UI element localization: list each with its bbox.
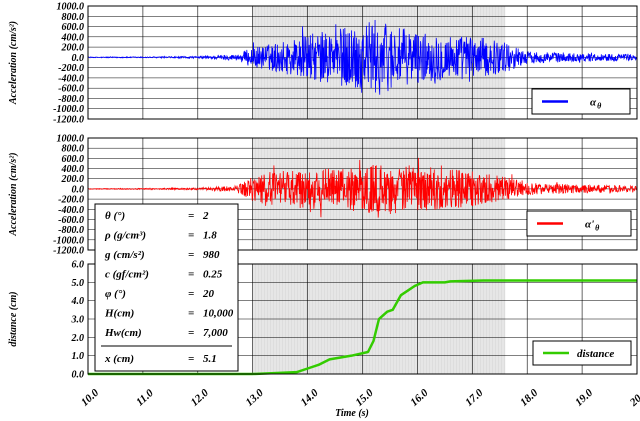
plot-frame bbox=[87, 263, 638, 375]
x-axis-label: Time (s) bbox=[335, 408, 369, 419]
x-tick-label: 16.0 bbox=[408, 387, 431, 409]
plot-frame bbox=[87, 137, 638, 251]
x-tick-label: 17.0 bbox=[463, 387, 486, 409]
parameter-equals: = bbox=[188, 210, 194, 222]
y-tick-label: 0.0 bbox=[72, 370, 85, 381]
x-tick-label: 12.0 bbox=[189, 387, 212, 409]
x-tick-label: 13.0 bbox=[244, 387, 267, 409]
y-tick-label: -400.0 bbox=[58, 205, 84, 216]
y-axis-label: Acceleration (cm/s²) bbox=[8, 152, 19, 236]
y-tick-label: 800.0 bbox=[62, 144, 85, 155]
y-tick-label: 1000.0 bbox=[57, 2, 85, 13]
parameter-value: 2 bbox=[202, 210, 209, 222]
y-tick-label: -800.0 bbox=[58, 94, 84, 105]
x-tick-label: 19.0 bbox=[573, 387, 596, 409]
plot-frame bbox=[87, 5, 638, 120]
y-tick-label: -1000.0 bbox=[53, 104, 84, 115]
parameter-value: 0.25 bbox=[203, 269, 223, 281]
x-tick-label: 15.0 bbox=[353, 387, 376, 409]
y-axis-label: Acceleration (cm/s²) bbox=[8, 21, 19, 105]
y-tick-label: -200.0 bbox=[58, 195, 84, 206]
parameter-label: ρ (g/cm³) bbox=[104, 230, 146, 242]
parameter-panel bbox=[94, 203, 239, 372]
y-tick-label: 200.0 bbox=[61, 43, 85, 54]
x-tick-label: 20.0 bbox=[627, 387, 640, 410]
legend-label-sub: θ bbox=[597, 102, 602, 111]
legend-label-main: α' bbox=[585, 219, 594, 231]
parameter-equals: = bbox=[188, 288, 194, 300]
y-tick-label: -600.0 bbox=[58, 84, 84, 95]
y-tick-label: -200.0 bbox=[58, 63, 84, 74]
series-alpha-prime-theta bbox=[87, 157, 638, 218]
series-alpha-theta bbox=[87, 19, 638, 95]
parameter-label: Hw(cm) bbox=[104, 327, 142, 339]
y-tick-label: 600.0 bbox=[62, 22, 85, 33]
legend-label: αθ bbox=[590, 97, 602, 111]
parameter-value: 1.8 bbox=[203, 230, 217, 242]
legend-label-main: α bbox=[590, 97, 597, 109]
parameter-box: θ (°) = 2 ρ (g/cm³) = 1.8 g (cm/s²) = 980 c (gf/c… bbox=[94, 203, 239, 372]
parameter-value: 10,000 bbox=[203, 308, 234, 320]
y-tick-label: 200.0 bbox=[61, 174, 85, 185]
x-tick-label: 11.0 bbox=[134, 387, 156, 409]
y-tick-label: -1200.0 bbox=[53, 115, 84, 126]
parameter-label: H(cm) bbox=[104, 308, 134, 320]
y-tick-label: -1200.0 bbox=[53, 246, 84, 257]
series-distance bbox=[88, 279, 637, 376]
parameter-value: 980 bbox=[203, 249, 220, 261]
y-tick-label: 400.0 bbox=[61, 164, 85, 175]
y-tick-label: -800.0 bbox=[58, 225, 84, 236]
parameter-value: 20 bbox=[202, 288, 215, 300]
y-tick-label: 600.0 bbox=[62, 154, 85, 165]
y-tick-label: 3.0 bbox=[71, 315, 85, 326]
parameter-equals: = bbox=[188, 308, 194, 320]
parameter-value: 7,000 bbox=[203, 327, 228, 339]
y-tick-label: -600.0 bbox=[58, 215, 84, 226]
parameter-label: g (cm/s²) bbox=[104, 249, 145, 261]
y-tick-label: -1000.0 bbox=[53, 235, 84, 246]
parameter-equals: = bbox=[188, 269, 194, 281]
parameter-equals: = bbox=[188, 230, 194, 242]
y-tick-label: 1000.0 bbox=[57, 134, 85, 145]
series-layer bbox=[87, 19, 638, 376]
y-tick-label: 4.0 bbox=[71, 296, 85, 307]
result-equals: = bbox=[188, 353, 194, 365]
result-label: x (cm) bbox=[104, 353, 134, 365]
axes-layer bbox=[87, 5, 638, 375]
y-tick-label: 5.0 bbox=[72, 278, 85, 289]
label-layer: 1000.0800.0600.0400.0200.00.0-200.0-400.… bbox=[8, 2, 640, 420]
parameter-label: c (gf/cm²) bbox=[105, 269, 149, 281]
x-tick-label: 10.0 bbox=[79, 387, 102, 409]
parameter-label: θ (°) bbox=[105, 210, 125, 222]
legend-label: distance bbox=[577, 348, 614, 360]
parameter-equals: = bbox=[188, 249, 194, 261]
legend-label: α'θ bbox=[585, 219, 600, 233]
x-tick-label: 18.0 bbox=[518, 387, 541, 409]
y-tick-label: -400.0 bbox=[58, 73, 84, 84]
legend-label-sub: θ bbox=[595, 224, 600, 233]
y-tick-label: 1.0 bbox=[72, 351, 85, 362]
x-tick-label: 14.0 bbox=[298, 387, 321, 409]
parameter-label: φ (°) bbox=[105, 288, 126, 300]
result-value: 5.1 bbox=[203, 353, 217, 365]
y-tick-label: 0.0 bbox=[72, 53, 85, 64]
y-tick-label: 6.0 bbox=[72, 260, 85, 271]
y-tick-label: 2.0 bbox=[71, 333, 85, 344]
y-tick-label: 0.0 bbox=[72, 184, 85, 195]
y-tick-label: 800.0 bbox=[62, 12, 85, 23]
y-axis-label: distance (cm) bbox=[8, 291, 19, 346]
y-tick-label: 400.0 bbox=[61, 32, 85, 43]
parameter-equals: = bbox=[188, 327, 194, 339]
